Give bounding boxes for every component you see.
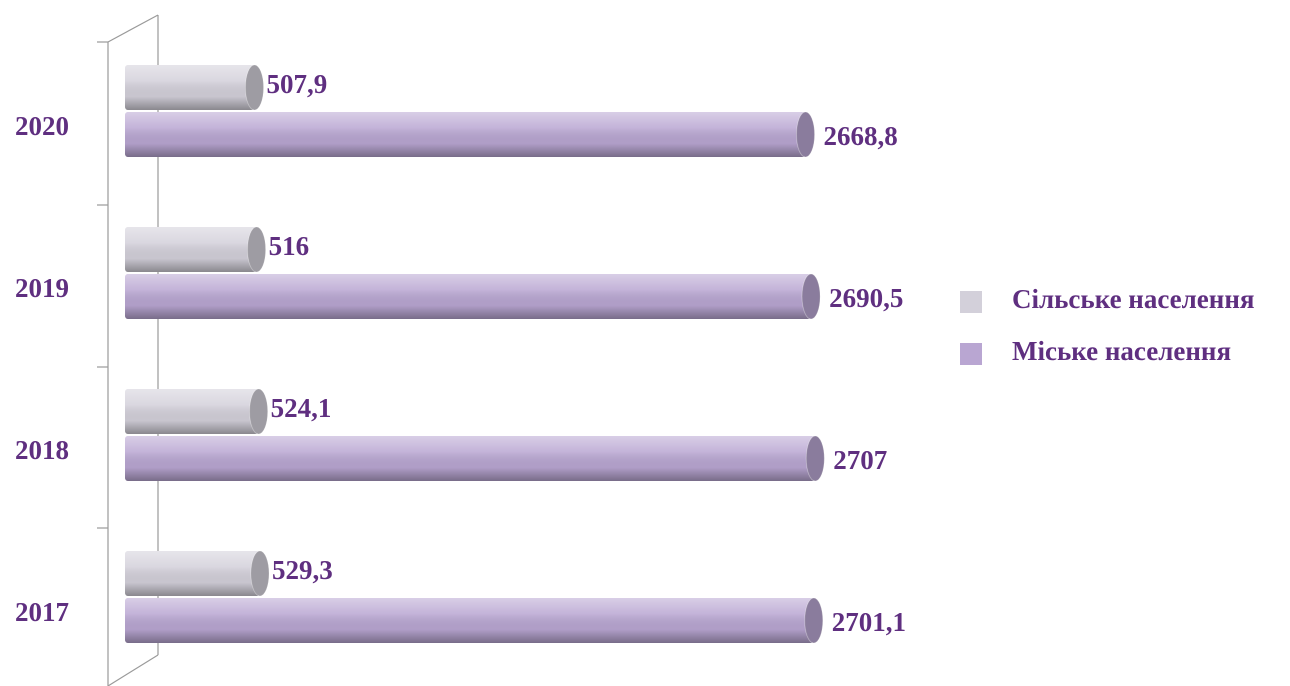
bar-cap-shading	[250, 551, 269, 596]
bar-cap-shading	[245, 65, 264, 110]
y-tick-label: 2018	[15, 435, 69, 465]
data-label: 2701,1	[832, 607, 906, 637]
data-label: 524,1	[271, 393, 332, 423]
y-tick-label: 2017	[15, 597, 69, 627]
bar-cap-shading	[249, 389, 268, 434]
bar-cap-shading	[802, 274, 821, 319]
data-label: 2707	[833, 445, 887, 475]
data-label: 516	[269, 231, 310, 261]
bar-shading	[125, 65, 255, 110]
bar-cap-shading	[804, 598, 823, 643]
legend-label: Міське населення	[1012, 336, 1231, 366]
bar-cap	[801, 273, 821, 320]
bar-shading	[125, 551, 260, 596]
y-tick-label: 2019	[15, 273, 69, 303]
bar-shading	[125, 436, 816, 481]
bar-shading	[125, 274, 812, 319]
legend-label: Сільське населення	[1012, 284, 1255, 314]
bar-cap	[805, 435, 825, 482]
bar-shading	[125, 598, 814, 643]
legend-swatch	[960, 343, 982, 365]
data-label: 2690,5	[829, 283, 903, 313]
bar-cap	[796, 111, 816, 158]
bar-cap	[247, 226, 267, 273]
y-tick-label: 2020	[15, 111, 69, 141]
bar-cap-shading	[247, 227, 266, 272]
data-label: 507,9	[267, 69, 328, 99]
bar-shading	[125, 227, 257, 272]
bar-cap	[249, 388, 269, 435]
bar-shading	[125, 112, 806, 157]
data-label: 529,3	[272, 555, 333, 585]
bar-cap-shading	[796, 112, 815, 157]
bar-cap-shading	[806, 436, 825, 481]
legend-swatch	[960, 291, 982, 313]
bar-shading	[125, 389, 259, 434]
bar-cap	[245, 64, 265, 111]
data-label: 2668,8	[824, 121, 898, 151]
bar-cap	[250, 550, 270, 597]
bar-cap	[804, 597, 824, 644]
